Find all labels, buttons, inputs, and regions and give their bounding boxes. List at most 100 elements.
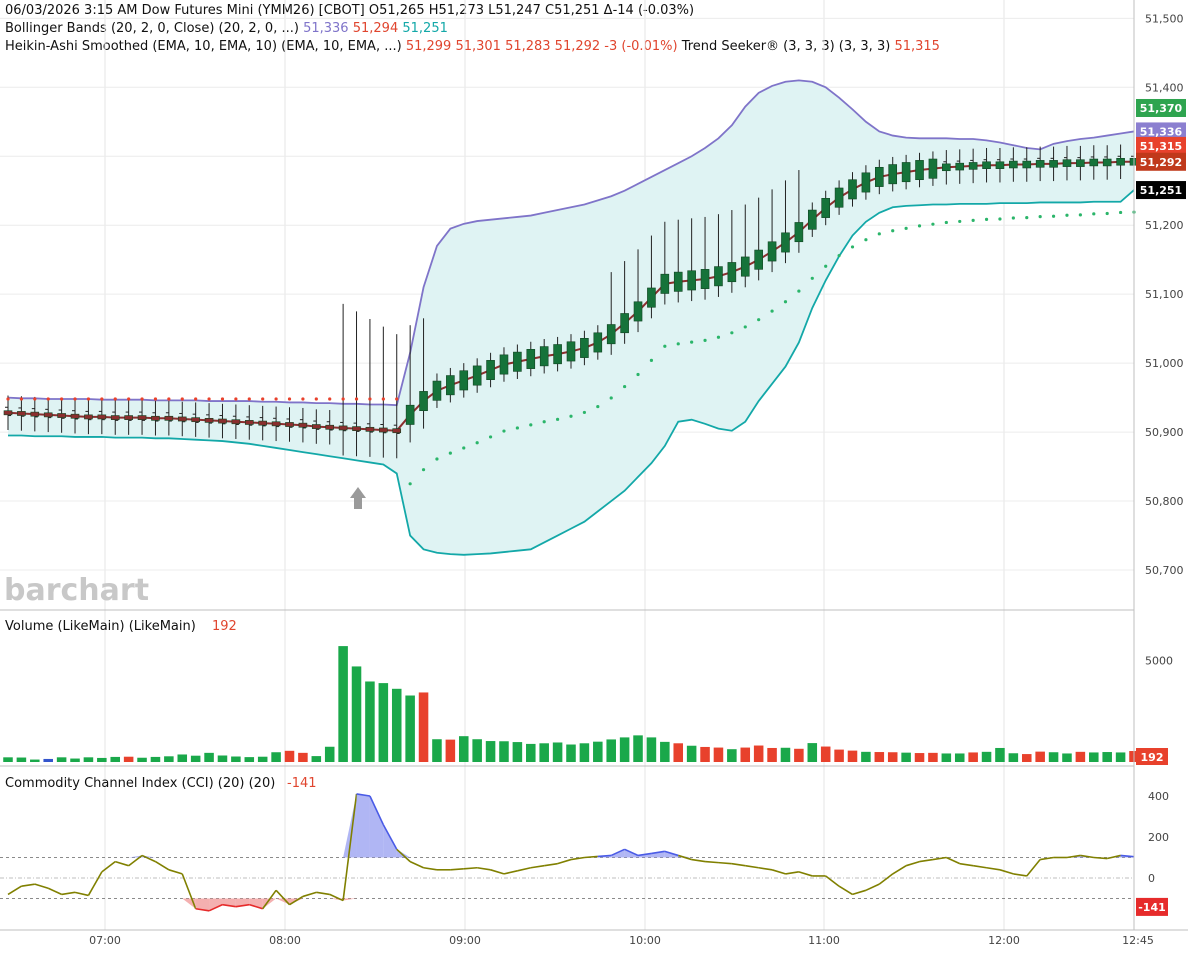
heikin-ashi-candle (84, 414, 93, 420)
heikin-ashi-candle (1009, 160, 1018, 169)
trend-seeker-dot (609, 396, 613, 400)
heikin-ashi-candle (606, 324, 616, 345)
cci-line-segment (1107, 854, 1121, 860)
trend-seeker-dot (837, 253, 841, 258)
volume-bar (686, 745, 697, 762)
cci-overbought-fill (128, 855, 143, 858)
trend-seeker-dot (1105, 211, 1109, 216)
cci-line-segment (101, 860, 116, 873)
volume-bar (995, 747, 1005, 762)
trend-seeker-dot (703, 338, 707, 342)
trend-seeker-dot (636, 372, 640, 377)
volume-bar (1035, 751, 1045, 762)
cci-line-segment (74, 891, 89, 897)
volume-tick-label: 5000 (1145, 654, 1173, 667)
volume-bar (231, 756, 241, 762)
trend-seeker-dot (596, 404, 600, 409)
heikin-ashi-candle (727, 262, 737, 283)
cci-line-segment (61, 891, 76, 896)
signal-arrow-icon (350, 487, 366, 509)
heikin-ashi-candle (848, 179, 857, 200)
trend-seeker-dot (287, 397, 292, 401)
bollinger-fill (8, 80, 1134, 555)
x-tick-label: 08:00 (269, 934, 301, 947)
heikin-ashi-candle (231, 419, 241, 425)
volume-bar (472, 739, 482, 762)
volume-bar (418, 692, 429, 762)
volume-bar (70, 758, 80, 762)
cci-line-segment (369, 795, 385, 826)
trend-seeker-dot (783, 300, 788, 304)
cci-line-segment (865, 883, 880, 892)
cci-oversold-fill (262, 898, 277, 909)
heikin-ashi-label: Heikin-Ashi Smoothed (EMA, 10, EMA, 10) … (5, 39, 402, 54)
heikin-ashi-candle (539, 346, 549, 367)
x-tick-label: 07:00 (89, 934, 121, 947)
volume-bar (150, 756, 161, 762)
trend-seeker-dot (33, 397, 37, 401)
volume-bar (928, 752, 938, 762)
trend-seeker-dot (502, 429, 506, 433)
volume-bar (606, 739, 616, 762)
chart-title-line: 06/03/2026 3:15 AM Dow Futures Mini (YMM… (5, 3, 695, 18)
bollinger-legend[interactable]: Bollinger Bands (20, 2, 0, Close) (20, 2… (5, 21, 448, 37)
x-tick-label: 12:00 (988, 934, 1020, 947)
volume-bar (1021, 754, 1032, 762)
volume-bar (954, 753, 965, 762)
heikin-ashi-candle (124, 415, 133, 420)
heikin-ashi (3, 158, 1139, 486)
trend-seeker-dot (153, 397, 158, 401)
cci-line-segment (544, 862, 558, 867)
volume-bar (901, 752, 911, 762)
volume-bar (981, 751, 992, 762)
volume-bar (123, 756, 134, 762)
trend-seeker-dot (623, 384, 627, 389)
trend-seeker-dot (676, 342, 680, 346)
bollinger-lower-line (8, 189, 1135, 556)
volume-bar (700, 746, 710, 762)
volume-bar (311, 756, 322, 762)
trend-seeker-dot (515, 426, 519, 430)
trend-seeker-dot (341, 397, 345, 401)
heikin-ashi-candle (566, 341, 576, 362)
heikin-ashi-candle (164, 415, 174, 421)
cci-line-segment (771, 869, 786, 875)
cci-oversold-fill (343, 898, 357, 901)
trend-seeker-dot (408, 482, 412, 486)
cci-line-segment (356, 793, 371, 797)
price-tick-label: 51,400 (1145, 81, 1184, 94)
trend-seeker-dot (757, 318, 761, 322)
heikin-ashi-candle (446, 375, 455, 396)
price-label-box (1136, 122, 1186, 141)
x-tick-label: 12:45 (1122, 934, 1154, 947)
cci-line-segment (463, 866, 478, 870)
price-label-box (1136, 136, 1186, 155)
heikin-ashi-candle (379, 427, 388, 433)
heikin-ashi-candle (580, 338, 589, 358)
trend-seeker-dot (971, 218, 975, 222)
volume-bar (485, 741, 496, 762)
volume-bar (713, 747, 724, 762)
volume-bar (391, 688, 402, 762)
price-tick-label: 50,800 (1145, 495, 1184, 508)
price-label-box (1136, 152, 1186, 171)
volume-bar (284, 750, 295, 762)
cci-line-segment (999, 869, 1014, 875)
cci-current-box (1136, 897, 1168, 916)
cci-label: Commodity Channel Index (CCI) (20) (20) (5, 776, 275, 791)
heikin-ashi-candle (553, 344, 562, 365)
trend-seeker-dot (234, 397, 238, 401)
volume-bar (458, 736, 469, 762)
volume-bar (794, 748, 804, 762)
trend-seeker-dot (113, 397, 117, 401)
heikin-ashi-candle (995, 161, 1005, 169)
trend-seeker-dot (931, 222, 935, 226)
cci-line-segment (490, 869, 505, 875)
cci-line-segment (986, 866, 1001, 871)
heikin-ashi-candle (888, 164, 898, 185)
cci-line-segment (115, 860, 129, 867)
cci-tick-label: 400 (1148, 790, 1169, 803)
volume-bar (271, 752, 281, 762)
heikin-ashi-legend[interactable]: Heikin-Ashi Smoothed (EMA, 10, EMA, 10) … (5, 39, 940, 55)
